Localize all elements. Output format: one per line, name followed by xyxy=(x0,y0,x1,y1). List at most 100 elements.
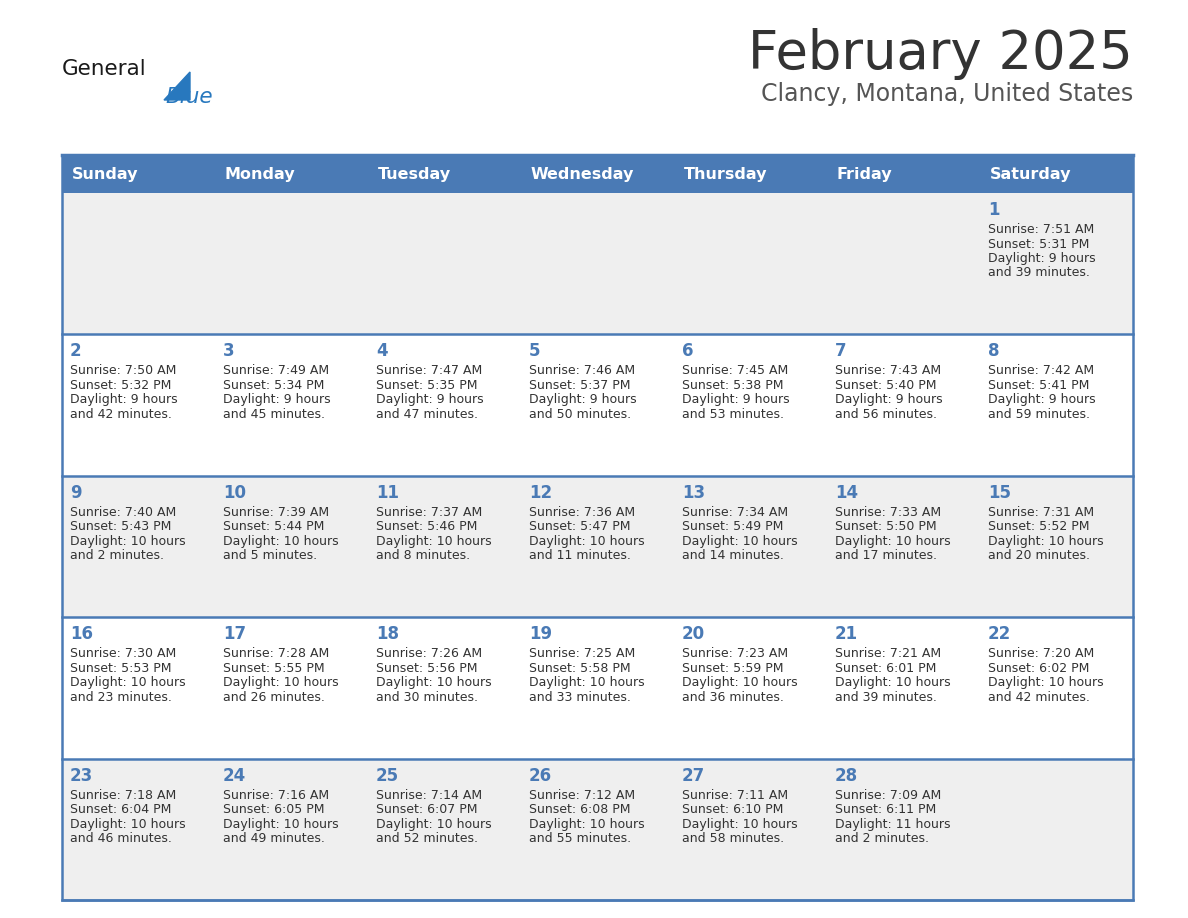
Bar xyxy=(62,334,1133,476)
Text: Daylight: 10 hours: Daylight: 10 hours xyxy=(835,535,950,548)
Text: Daylight: 10 hours: Daylight: 10 hours xyxy=(70,535,185,548)
Text: Sunrise: 7:50 AM: Sunrise: 7:50 AM xyxy=(70,364,176,377)
Text: 15: 15 xyxy=(988,484,1011,502)
Text: 25: 25 xyxy=(375,767,399,785)
Text: Daylight: 10 hours: Daylight: 10 hours xyxy=(223,535,339,548)
Text: Sunset: 5:32 PM: Sunset: 5:32 PM xyxy=(70,379,171,392)
Text: Daylight: 10 hours: Daylight: 10 hours xyxy=(988,677,1104,689)
Text: Sunset: 5:44 PM: Sunset: 5:44 PM xyxy=(223,521,324,533)
Text: Sunrise: 7:37 AM: Sunrise: 7:37 AM xyxy=(375,506,482,519)
Bar xyxy=(827,155,980,193)
Text: Sunset: 5:41 PM: Sunset: 5:41 PM xyxy=(988,379,1089,392)
Text: 16: 16 xyxy=(70,625,93,644)
Text: Daylight: 10 hours: Daylight: 10 hours xyxy=(375,677,492,689)
Text: Daylight: 9 hours: Daylight: 9 hours xyxy=(988,252,1095,265)
Text: Sunset: 6:01 PM: Sunset: 6:01 PM xyxy=(835,662,936,675)
Text: Sunset: 5:55 PM: Sunset: 5:55 PM xyxy=(223,662,324,675)
Text: Sunset: 6:08 PM: Sunset: 6:08 PM xyxy=(529,803,631,816)
Text: 14: 14 xyxy=(835,484,858,502)
Text: Sunrise: 7:25 AM: Sunrise: 7:25 AM xyxy=(529,647,636,660)
Bar xyxy=(62,476,1133,617)
Bar xyxy=(215,155,368,193)
Text: Daylight: 10 hours: Daylight: 10 hours xyxy=(529,677,645,689)
Text: Daylight: 10 hours: Daylight: 10 hours xyxy=(682,535,797,548)
Text: and 56 minutes.: and 56 minutes. xyxy=(835,408,937,420)
Text: Daylight: 9 hours: Daylight: 9 hours xyxy=(70,394,178,407)
Text: Daylight: 9 hours: Daylight: 9 hours xyxy=(529,394,637,407)
Text: Sunset: 5:58 PM: Sunset: 5:58 PM xyxy=(529,662,631,675)
Text: and 8 minutes.: and 8 minutes. xyxy=(375,549,470,563)
Bar xyxy=(62,617,1133,758)
Text: 24: 24 xyxy=(223,767,246,785)
Text: and 55 minutes.: and 55 minutes. xyxy=(529,832,631,845)
Text: and 42 minutes.: and 42 minutes. xyxy=(988,690,1089,704)
Text: Sunrise: 7:20 AM: Sunrise: 7:20 AM xyxy=(988,647,1094,660)
Text: 6: 6 xyxy=(682,342,694,361)
Text: Sunrise: 7:36 AM: Sunrise: 7:36 AM xyxy=(529,506,636,519)
Text: Daylight: 10 hours: Daylight: 10 hours xyxy=(223,818,339,831)
Text: 17: 17 xyxy=(223,625,246,644)
Text: and 39 minutes.: and 39 minutes. xyxy=(835,690,937,704)
Text: Sunrise: 7:12 AM: Sunrise: 7:12 AM xyxy=(529,789,636,801)
Text: February 2025: February 2025 xyxy=(748,28,1133,80)
Text: Sunrise: 7:47 AM: Sunrise: 7:47 AM xyxy=(375,364,482,377)
Text: and 47 minutes.: and 47 minutes. xyxy=(375,408,478,420)
Text: Sunrise: 7:51 AM: Sunrise: 7:51 AM xyxy=(988,223,1094,236)
Text: Sunrise: 7:11 AM: Sunrise: 7:11 AM xyxy=(682,789,788,801)
Bar xyxy=(62,758,1133,900)
Text: Daylight: 10 hours: Daylight: 10 hours xyxy=(988,535,1104,548)
Text: 13: 13 xyxy=(682,484,706,502)
Text: Daylight: 9 hours: Daylight: 9 hours xyxy=(988,394,1095,407)
Text: Monday: Monday xyxy=(225,166,296,182)
Text: Sunset: 6:07 PM: Sunset: 6:07 PM xyxy=(375,803,478,816)
Text: Daylight: 11 hours: Daylight: 11 hours xyxy=(835,818,950,831)
Text: and 59 minutes.: and 59 minutes. xyxy=(988,408,1091,420)
Text: Sunset: 5:53 PM: Sunset: 5:53 PM xyxy=(70,662,171,675)
Text: 8: 8 xyxy=(988,342,999,361)
Text: and 50 minutes.: and 50 minutes. xyxy=(529,408,631,420)
Bar xyxy=(62,155,215,193)
Text: Blue: Blue xyxy=(165,87,213,107)
Text: Daylight: 10 hours: Daylight: 10 hours xyxy=(835,677,950,689)
Text: Sunset: 5:38 PM: Sunset: 5:38 PM xyxy=(682,379,784,392)
Text: Sunset: 5:37 PM: Sunset: 5:37 PM xyxy=(529,379,631,392)
Text: Sunday: Sunday xyxy=(72,166,139,182)
Bar xyxy=(62,155,1133,900)
Text: Sunrise: 7:46 AM: Sunrise: 7:46 AM xyxy=(529,364,636,377)
Text: Sunrise: 7:49 AM: Sunrise: 7:49 AM xyxy=(223,364,329,377)
Text: Sunrise: 7:30 AM: Sunrise: 7:30 AM xyxy=(70,647,176,660)
Text: Sunrise: 7:33 AM: Sunrise: 7:33 AM xyxy=(835,506,941,519)
Text: 11: 11 xyxy=(375,484,399,502)
Text: 3: 3 xyxy=(223,342,234,361)
Text: 28: 28 xyxy=(835,767,858,785)
Text: Sunrise: 7:31 AM: Sunrise: 7:31 AM xyxy=(988,506,1094,519)
Text: Daylight: 10 hours: Daylight: 10 hours xyxy=(682,677,797,689)
Text: and 42 minutes.: and 42 minutes. xyxy=(70,408,172,420)
Text: 2: 2 xyxy=(70,342,82,361)
Text: Sunrise: 7:40 AM: Sunrise: 7:40 AM xyxy=(70,506,176,519)
Text: and 2 minutes.: and 2 minutes. xyxy=(835,832,929,845)
Text: and 23 minutes.: and 23 minutes. xyxy=(70,690,172,704)
Text: Tuesday: Tuesday xyxy=(378,166,451,182)
Bar xyxy=(674,155,827,193)
Bar xyxy=(368,155,522,193)
Text: and 11 minutes.: and 11 minutes. xyxy=(529,549,631,563)
Text: Sunset: 5:31 PM: Sunset: 5:31 PM xyxy=(988,238,1089,251)
Text: 20: 20 xyxy=(682,625,706,644)
Text: Sunset: 5:35 PM: Sunset: 5:35 PM xyxy=(375,379,478,392)
Text: Sunrise: 7:45 AM: Sunrise: 7:45 AM xyxy=(682,364,789,377)
Text: Sunset: 5:59 PM: Sunset: 5:59 PM xyxy=(682,662,784,675)
Bar xyxy=(62,193,1133,334)
Text: Sunrise: 7:26 AM: Sunrise: 7:26 AM xyxy=(375,647,482,660)
Text: Saturday: Saturday xyxy=(990,166,1072,182)
Text: Sunrise: 7:28 AM: Sunrise: 7:28 AM xyxy=(223,647,329,660)
Text: Sunset: 5:50 PM: Sunset: 5:50 PM xyxy=(835,521,936,533)
Text: and 49 minutes.: and 49 minutes. xyxy=(223,832,324,845)
Text: Daylight: 9 hours: Daylight: 9 hours xyxy=(223,394,330,407)
Text: Sunset: 5:34 PM: Sunset: 5:34 PM xyxy=(223,379,324,392)
Text: Daylight: 10 hours: Daylight: 10 hours xyxy=(70,818,185,831)
Text: Daylight: 9 hours: Daylight: 9 hours xyxy=(835,394,942,407)
Text: 10: 10 xyxy=(223,484,246,502)
Text: General: General xyxy=(62,59,146,79)
Text: Daylight: 10 hours: Daylight: 10 hours xyxy=(375,818,492,831)
